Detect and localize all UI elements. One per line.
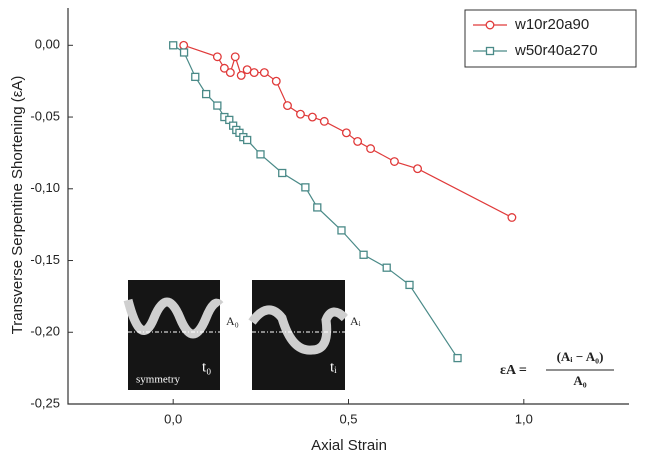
formula-denominator: A₀ <box>573 373 586 388</box>
data-point <box>259 68 269 78</box>
data-point <box>271 76 281 86</box>
annotation: A₀ <box>226 314 239 328</box>
data-point <box>230 52 240 62</box>
annotation: tᵢ <box>330 359 337 375</box>
x-tick-label: 0,5 <box>339 411 357 426</box>
y-tick-label: -0,25 <box>30 395 60 410</box>
annotation: Aᵢ <box>350 314 361 328</box>
formula-lhs: εA = <box>500 363 527 378</box>
data-point <box>243 135 252 145</box>
data-point <box>507 213 517 222</box>
legend-marker <box>485 46 495 56</box>
inset-image-ti <box>248 280 349 390</box>
data-point <box>359 250 368 259</box>
inset-image-t0 <box>123 280 225 390</box>
data-point <box>278 168 287 178</box>
data-point <box>413 164 423 174</box>
annotation: t₀ <box>202 359 211 375</box>
y-tick-label: -0,20 <box>30 324 60 339</box>
legend-box <box>464 9 637 68</box>
data-point <box>249 68 259 78</box>
annotation: symmetry <box>136 374 180 386</box>
x-axis-label: Axial Strain <box>311 437 387 454</box>
data-point <box>366 144 376 154</box>
data-point <box>212 52 222 62</box>
data-point <box>405 280 414 290</box>
data-point <box>169 41 178 50</box>
data-point <box>296 109 305 119</box>
legend-label: w50r40a270 <box>514 42 598 59</box>
data-point <box>225 68 235 78</box>
data-point <box>341 128 351 138</box>
data-point <box>337 226 346 235</box>
data-point <box>213 101 222 110</box>
y-tick-label: -0,15 <box>30 252 60 267</box>
legend-label: w10r20a90 <box>514 16 589 33</box>
y-tick-label: -0,10 <box>30 180 60 195</box>
y-tick-label: 0,00 <box>35 37 60 52</box>
data-point <box>307 112 317 122</box>
data-point <box>319 116 329 126</box>
data-point <box>179 40 189 50</box>
data-point <box>179 48 189 57</box>
data-point <box>236 70 246 80</box>
data-point <box>353 136 363 146</box>
x-tick-label: 0,0 <box>164 411 182 426</box>
data-point <box>219 63 229 73</box>
data-point <box>191 72 200 82</box>
data-point <box>301 183 310 192</box>
data-point <box>256 150 265 159</box>
data-point <box>382 263 391 272</box>
data-point <box>389 157 399 166</box>
formula-numerator: (Aᵢ − A₀) <box>557 349 604 364</box>
y-tick-label: -0,05 <box>30 108 60 123</box>
y-axis-label: Transverse Serpentine Shortening (εA) <box>9 76 26 335</box>
legend-marker <box>485 20 495 30</box>
data-point <box>201 89 211 99</box>
data-point <box>283 101 292 111</box>
data-point <box>313 203 322 212</box>
data-point <box>453 353 462 363</box>
x-tick-label: 1,0 <box>515 411 533 426</box>
